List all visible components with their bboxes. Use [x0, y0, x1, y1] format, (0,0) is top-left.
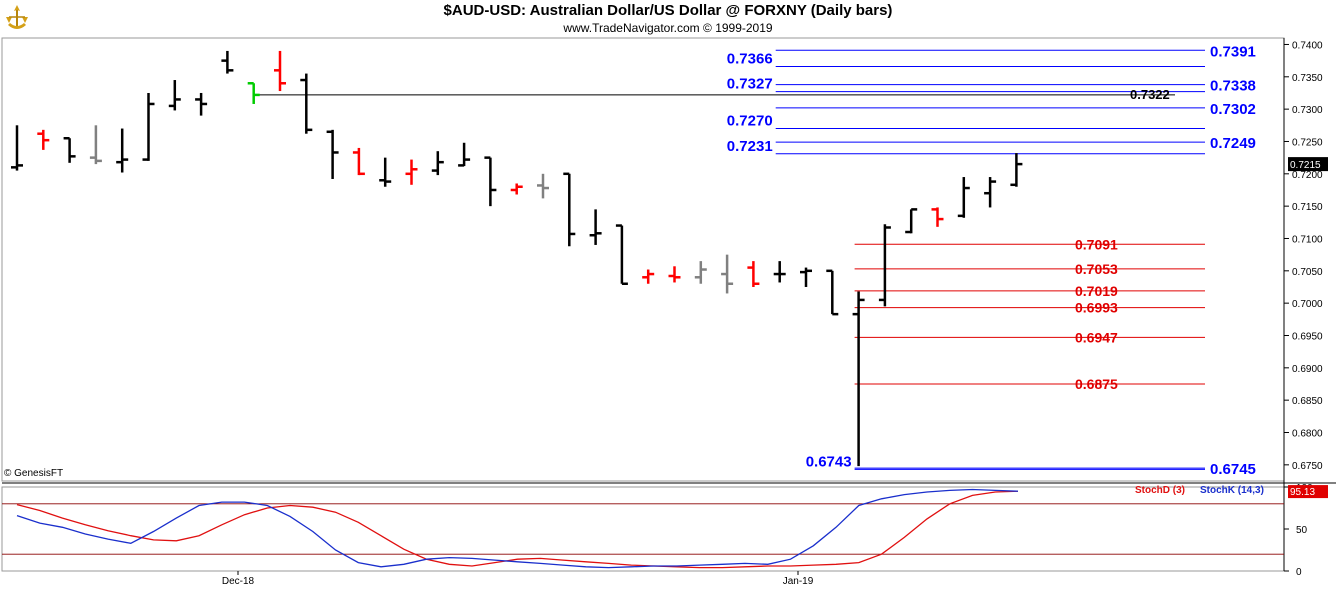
y-tick-label: 0.7300 [1292, 105, 1323, 116]
y-tick-label: 0.7200 [1292, 170, 1323, 181]
y-tick-label: 0.6850 [1292, 396, 1323, 407]
copyright-label: © GenesisFT [4, 468, 64, 479]
y-tick-label: 0.7400 [1292, 40, 1323, 51]
level-label: 0.7302 [1210, 101, 1256, 118]
chart-title: $AUD-USD: Australian Dollar/US Dollar @ … [443, 2, 893, 19]
level-label: 0.7231 [727, 138, 773, 155]
stoch-k-legend: StochK (14,3) [1200, 485, 1264, 496]
y-tick-label: 0.6900 [1292, 364, 1323, 375]
stoch-y-tick-label: 0 [1296, 567, 1302, 578]
y-tick-label: 0.7100 [1292, 234, 1323, 245]
level-label: 0.7249 [1210, 135, 1256, 152]
level-label: 0.6993 [1075, 300, 1118, 316]
level-label: 0.7053 [1075, 261, 1118, 277]
stoch-series-line [16, 488, 1019, 569]
x-tick-label: Jan-19 [783, 576, 814, 587]
y-tick-label: 0.7150 [1292, 202, 1323, 213]
level-label: 0.7391 [1210, 43, 1256, 60]
level-label: 0.6743 [806, 453, 852, 470]
y-tick-label: 0.7350 [1292, 73, 1323, 84]
y-tick-label: 0.7250 [1292, 137, 1323, 148]
stoch-series-line [16, 490, 1019, 569]
level-label: 0.7270 [727, 113, 773, 130]
level-label: 0.7327 [727, 76, 773, 93]
y-tick-label: 0.6950 [1292, 331, 1323, 342]
stoch-last-box [1288, 485, 1328, 499]
y-tick-label: 0.7000 [1292, 299, 1323, 310]
stoch-d-legend: StochD (3) [1135, 485, 1185, 496]
marker-label: 0.7322 [1130, 87, 1170, 102]
x-tick-label: Dec-18 [222, 576, 255, 587]
last-price-label: 0.7215 [1290, 160, 1321, 171]
stoch-panel-frame [1, 486, 1285, 572]
level-label: 0.7091 [1075, 236, 1118, 252]
price-panel-frame [1, 37, 1285, 482]
level-label: 0.6947 [1075, 329, 1118, 345]
level-label: 0.7019 [1075, 283, 1118, 299]
chart-subtitle: www.TradeNavigator.com © 1999-2019 [563, 21, 773, 35]
level-label: 0.6745 [1210, 461, 1256, 478]
level-label: 0.7338 [1210, 78, 1256, 95]
level-label: 0.6875 [1075, 376, 1118, 392]
y-tick-label: 0.6800 [1292, 428, 1323, 439]
stoch-last-label: 95.13 [1290, 487, 1315, 498]
last-price-box [1288, 157, 1328, 172]
level-label: 0.7366 [727, 50, 773, 67]
y-tick-label: 0.7050 [1292, 267, 1323, 278]
stoch-y-tick-label: 50 [1296, 525, 1308, 536]
y-tick-label: 0.6750 [1292, 461, 1323, 472]
trade-navigator-logo-icon [2, 3, 32, 33]
